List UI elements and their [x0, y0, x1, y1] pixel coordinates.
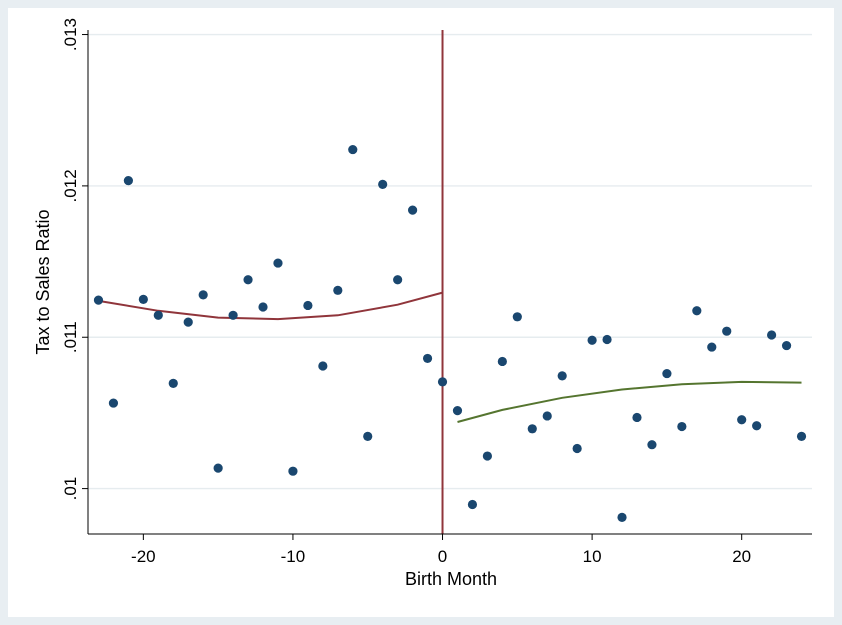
- data-point-40: [692, 306, 702, 316]
- data-point-13: [288, 466, 298, 476]
- data-point-33: [587, 335, 597, 345]
- data-point-29: [527, 424, 537, 434]
- data-point-1: [108, 398, 119, 408]
- x-tick-label-4: 20: [732, 547, 751, 566]
- data-point-42: [722, 326, 732, 336]
- data-point-19: [378, 179, 388, 189]
- y-axis-ticks: .01 .011 .012 .013: [61, 18, 88, 500]
- data-points: [93, 144, 807, 522]
- data-point-20: [393, 275, 403, 285]
- data-point-27: [497, 356, 507, 367]
- x-axis-title: Birth Month: [405, 569, 497, 589]
- data-point-25: [467, 499, 478, 510]
- data-point-41: [707, 342, 717, 352]
- data-point-24: [452, 406, 463, 416]
- data-point-14: [303, 300, 313, 311]
- data-point-36: [632, 412, 642, 423]
- data-point-7: [198, 290, 208, 300]
- data-point-46: [781, 340, 792, 351]
- data-point-21: [408, 205, 418, 215]
- data-point-22: [422, 353, 433, 364]
- data-point-45: [767, 330, 777, 340]
- y-tick-label-1: .011: [61, 321, 80, 353]
- data-point-35: [617, 512, 627, 522]
- data-point-26: [482, 451, 492, 461]
- data-point-37: [647, 440, 657, 450]
- data-point-30: [542, 411, 552, 421]
- data-point-6: [183, 317, 193, 327]
- data-point-47: [796, 431, 807, 441]
- x-tick-label-0: -20: [131, 547, 156, 566]
- y-tick-label-2: .012: [61, 169, 80, 202]
- data-point-0: [93, 295, 104, 305]
- y-tick-label-3: .013: [61, 18, 80, 51]
- data-point-34: [602, 334, 612, 345]
- data-point-12: [273, 258, 283, 268]
- gridlines: [88, 33, 812, 490]
- y-tick-label-0: .01: [61, 477, 80, 501]
- data-point-8: [213, 463, 223, 473]
- axes: [87, 30, 812, 535]
- x-tick-label-2: 0: [438, 547, 447, 566]
- data-point-2: [123, 175, 133, 186]
- data-point-4: [153, 310, 163, 320]
- data-point-23: [437, 377, 448, 387]
- fit-curve-right: [457, 380, 802, 423]
- data-point-39: [677, 421, 687, 432]
- data-point-28: [512, 312, 522, 322]
- data-point-18: [363, 431, 373, 441]
- x-axis-ticks: -20 -10 0 10 20: [131, 534, 751, 566]
- data-point-9: [228, 310, 238, 320]
- data-point-17: [348, 144, 358, 155]
- data-point-10: [243, 275, 253, 285]
- data-point-32: [572, 443, 582, 454]
- x-tick-label-3: 10: [583, 547, 602, 566]
- data-point-3: [138, 294, 148, 305]
- x-tick-label-1: -10: [281, 547, 306, 566]
- data-point-5: [168, 378, 178, 389]
- plot-area: [8, 8, 834, 617]
- data-point-43: [737, 415, 747, 425]
- data-point-15: [318, 361, 328, 371]
- data-point-31: [557, 371, 567, 381]
- data-point-11: [258, 302, 268, 312]
- y-axis-title: Tax to Sales Ratio: [33, 209, 53, 354]
- data-point-38: [662, 368, 672, 379]
- data-point-44: [752, 421, 762, 431]
- data-point-16: [333, 285, 343, 295]
